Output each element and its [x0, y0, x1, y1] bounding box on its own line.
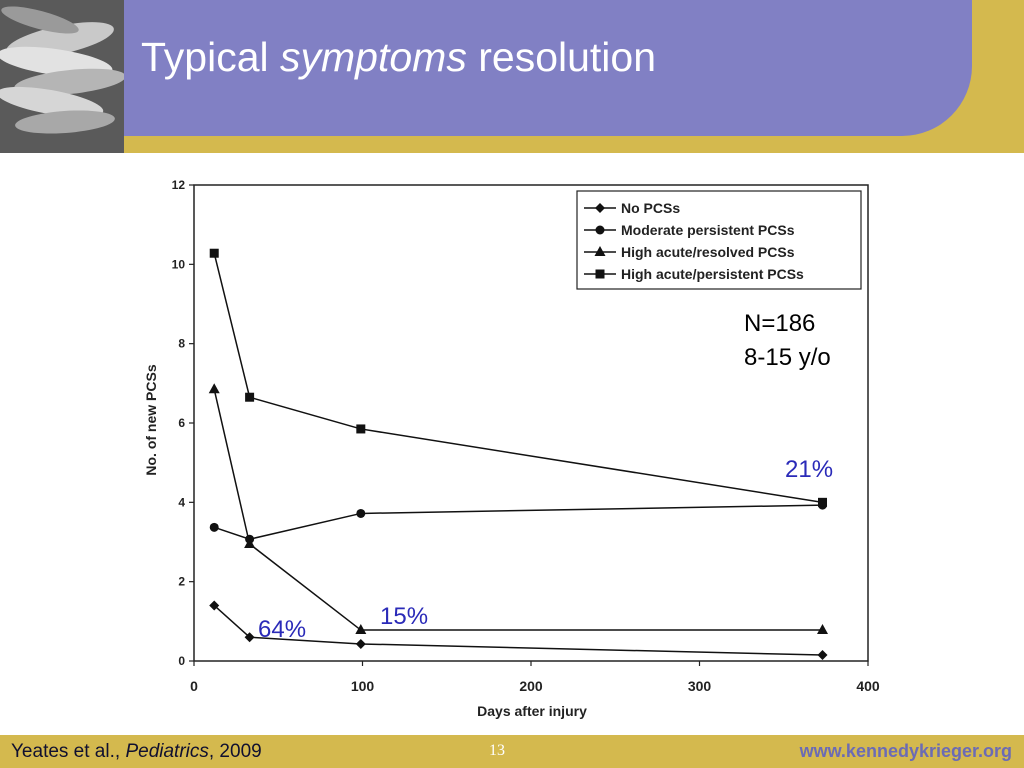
series-line-0 [213, 604, 823, 656]
data-point-diamond [817, 650, 828, 661]
x-tick-label: 0 [190, 678, 198, 694]
title-part-2: resolution [478, 34, 657, 80]
x-tick-label: 400 [856, 678, 880, 694]
x-axis-title: Days after injury [477, 703, 587, 719]
title-part-1: Typical [141, 34, 269, 80]
series-line-1 [213, 504, 823, 541]
pct-21-annotation: 21% [785, 456, 833, 483]
y-tick-label: 8 [178, 337, 185, 351]
citation-journal: Pediatrics [125, 741, 209, 762]
data-point-circle [209, 522, 219, 532]
page-number: 13 [489, 742, 505, 759]
data-point-square [209, 248, 219, 258]
citation-authors: Yeates et al., [11, 741, 121, 762]
data-point-triangle [208, 383, 220, 394]
footer-url-link[interactable]: www.kennedykrieger.org [799, 741, 1012, 761]
y-tick-label: 6 [178, 416, 185, 430]
y-tick-label: 12 [172, 178, 186, 192]
slide-content: 0 2 4 6 8 10 12 0 100 200 300 400 Days after injur… [0, 153, 1024, 735]
legend-marker-triangle [594, 246, 606, 256]
header-band [124, 0, 972, 136]
footer-citation: Yeates et al., Pediatrics, 2009 [11, 741, 262, 763]
data-point-square [245, 392, 255, 402]
legend-marker-square [595, 269, 605, 279]
header-hands-photo [0, 0, 124, 153]
data-point-diamond [244, 632, 255, 643]
citation-year: , 2009 [208, 741, 262, 762]
data-point-square [356, 424, 366, 434]
chart-legend: No PCSs Moderate persistent PCSs High acut… [576, 190, 862, 290]
legend-label: High acute/persistent PCSs [621, 266, 804, 282]
data-point-diamond [355, 638, 366, 649]
pct-15-annotation: 15% [380, 603, 428, 630]
legend-label: No PCSs [621, 200, 680, 216]
legend-label: High acute/resolved PCSs [621, 244, 795, 260]
symptom-line-chart: 0 2 4 6 8 10 12 0 100 200 300 400 Days after injur… [143, 178, 880, 719]
data-point-triangle [817, 624, 829, 635]
y-tick-label: 4 [178, 495, 185, 509]
series-line-2 [213, 389, 823, 631]
legend-marker-diamond [595, 203, 605, 213]
slide-title: Typical symptoms resolution [141, 34, 656, 81]
data-point-circle [356, 508, 366, 518]
y-axis-title: No. of new PCSs [143, 364, 159, 475]
legend-marker-circle [595, 225, 605, 235]
sample-size-note: N=186 [744, 310, 815, 337]
title-emphasis: symptoms [280, 34, 467, 80]
data-point-square [818, 497, 828, 507]
data-point-triangle [355, 624, 367, 635]
age-range-note: 8-15 y/o [744, 344, 831, 371]
pct-64-annotation: 64% [258, 616, 306, 643]
y-tick-label: 0 [178, 654, 185, 668]
y-tick-label: 2 [178, 575, 185, 589]
data-point-diamond [209, 600, 220, 611]
series-line-3 [213, 253, 823, 504]
hands-image [0, 0, 124, 153]
x-tick-label: 300 [688, 678, 712, 694]
legend-label: Moderate persistent PCSs [621, 222, 795, 238]
y-tick-label: 10 [172, 257, 186, 271]
plot-frame [193, 184, 869, 662]
legend-box [576, 190, 862, 290]
x-tick-label: 100 [351, 678, 375, 694]
data-point-triangle [244, 537, 256, 548]
x-tick-label: 200 [519, 678, 543, 694]
